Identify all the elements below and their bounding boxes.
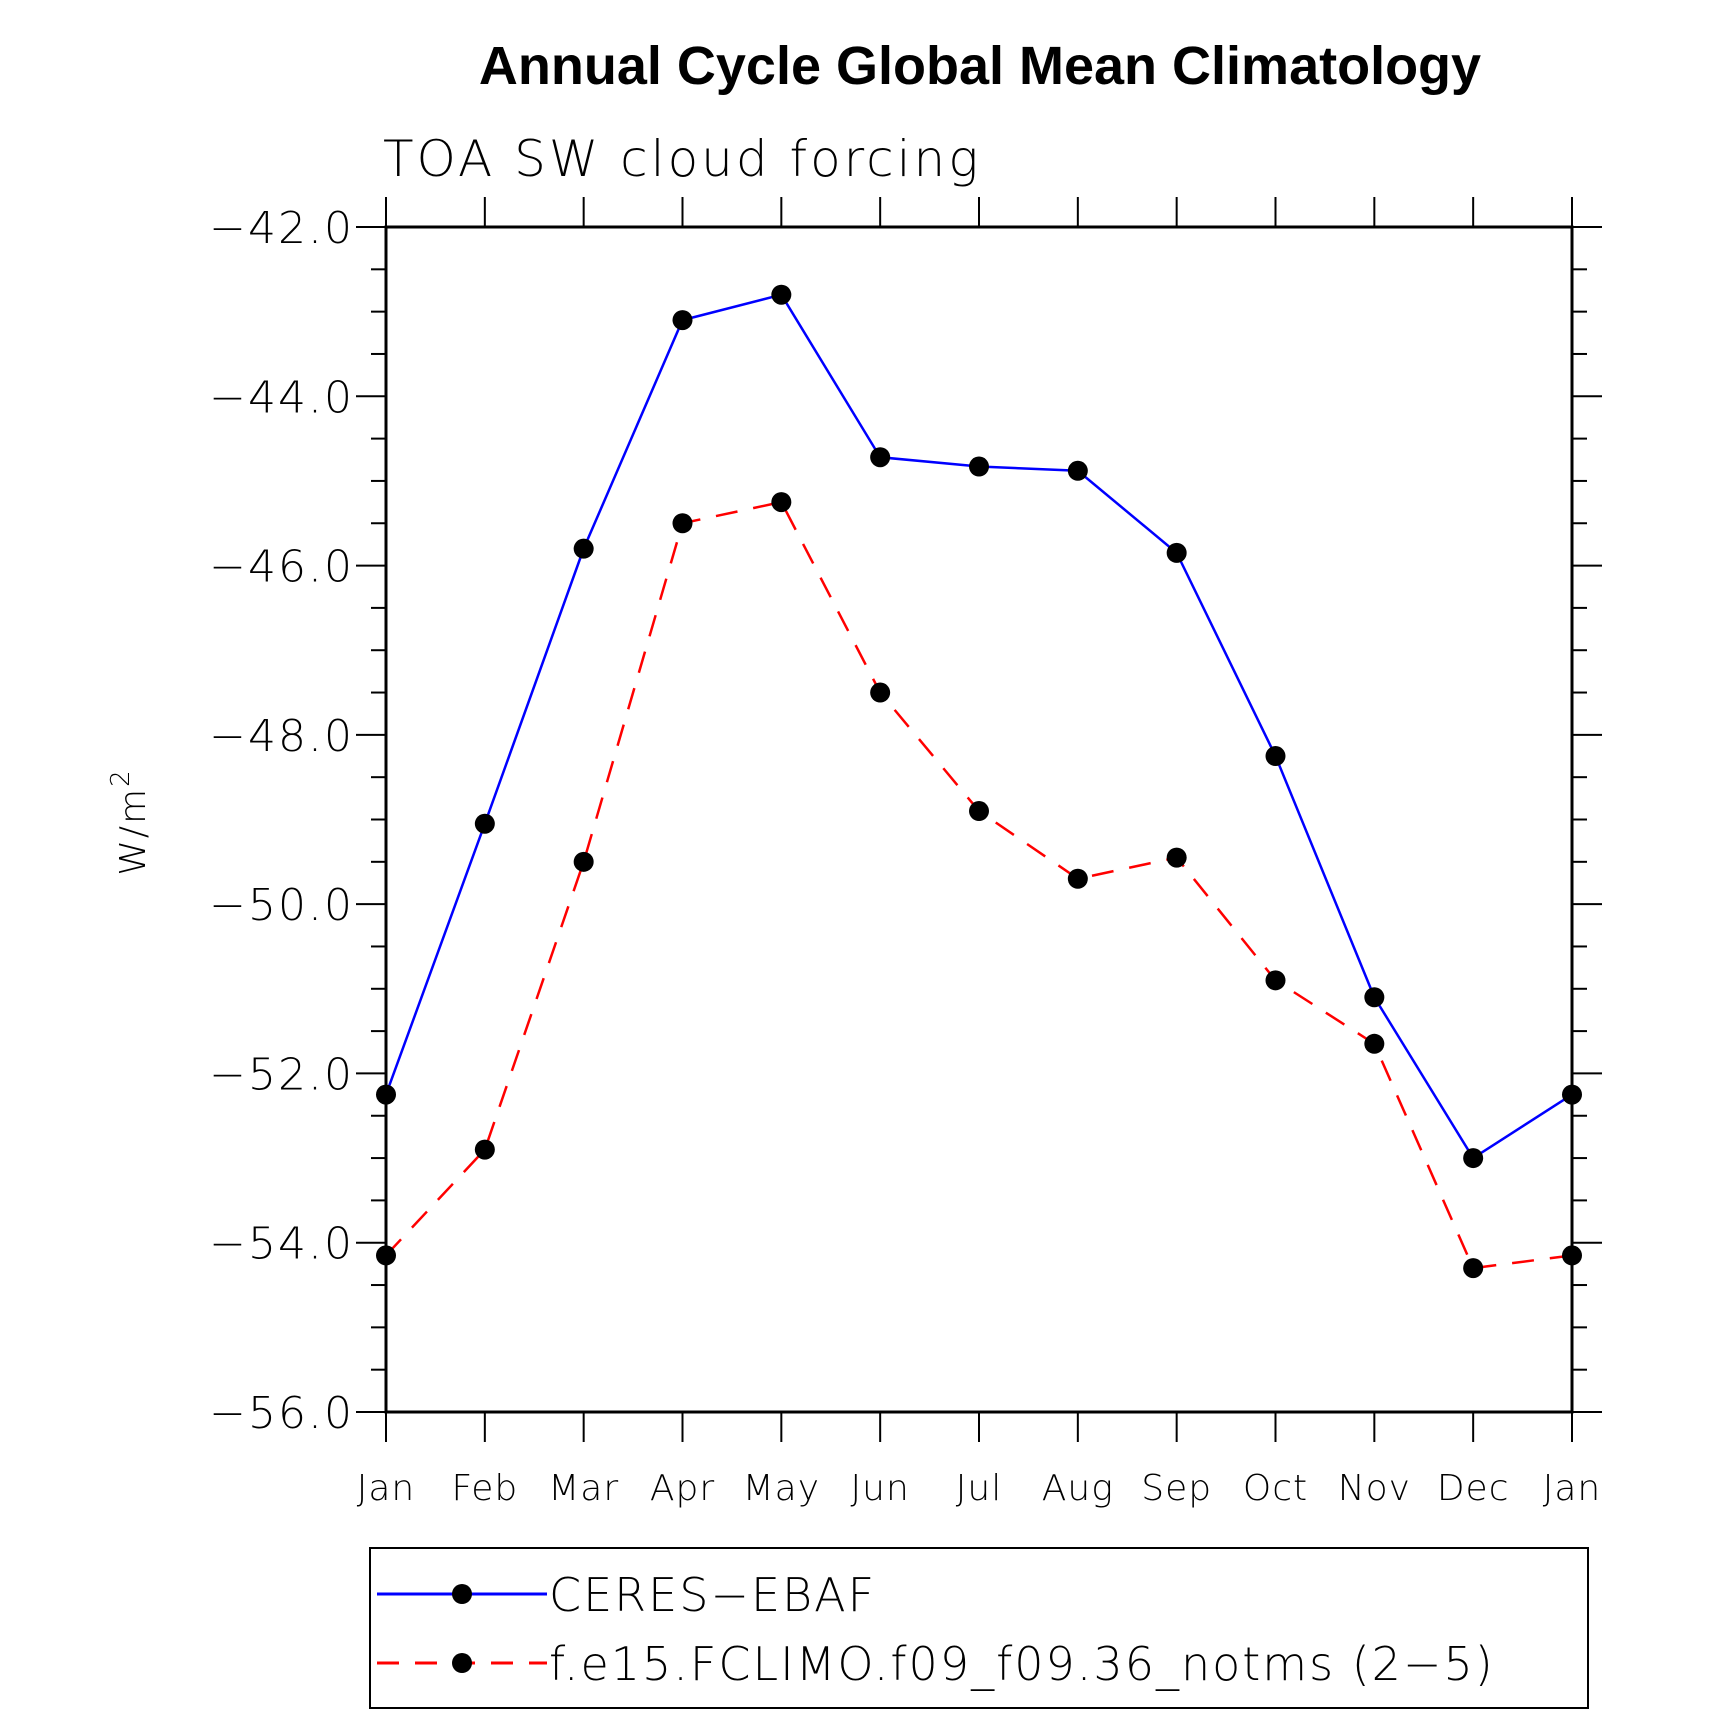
x-tick-label: Mar <box>548 1468 619 1509</box>
series-0-point <box>672 310 693 331</box>
series-1-point <box>1463 1258 1484 1279</box>
series-0-point <box>771 284 792 305</box>
series-0-point <box>1364 987 1385 1008</box>
series-1-point <box>1364 1033 1385 1054</box>
y-tick-label: −50.0 <box>209 880 354 931</box>
y-axis-label-superscript: 2 <box>106 768 136 787</box>
series-1-point <box>1166 847 1187 868</box>
chart-title: Annual Cycle Global Mean Climatology <box>479 36 1481 96</box>
series-0-point <box>474 813 495 834</box>
series-1-point <box>870 682 891 703</box>
series-0-point <box>1166 542 1187 563</box>
y-axis-ticks <box>356 226 1602 1413</box>
series-layer <box>376 284 1582 1279</box>
y-tick-label: −52.0 <box>209 1049 354 1100</box>
series-1-point <box>672 513 693 534</box>
series-line-0 <box>384 293 1573 1160</box>
x-tick-label: Oct <box>1243 1468 1308 1509</box>
series-1-point <box>969 801 989 822</box>
x-tick-label: Jun <box>851 1468 910 1509</box>
legend-marker-ceres-ebaf <box>452 1584 472 1604</box>
legend-marker-model <box>452 1653 472 1673</box>
x-tick-label: Apr <box>650 1468 715 1509</box>
series-0-point <box>1265 746 1286 767</box>
legend-label-model: f.e15.FCLIMO.f09_f09.36_notms (2−5) <box>549 1637 1495 1691</box>
y-tick-label: −48.0 <box>209 711 354 762</box>
y-tick-label: −46.0 <box>209 542 354 593</box>
legend-box <box>369 1547 1589 1709</box>
x-axis-ticks <box>385 197 1573 1442</box>
legend: CERES−EBAF f.e15.FCLIMO.f09_f09.36_notms… <box>369 1547 1589 1709</box>
y-tick-label: −42.0 <box>209 203 354 254</box>
y-axis-tick-labels: −42.0 −44.0 −46.0 −48.0 −50.0 −52.0 −54.0 −56.0 <box>209 203 354 1439</box>
x-tick-label: Feb <box>451 1468 518 1509</box>
series-1-point <box>771 492 792 513</box>
x-tick-label: Dec <box>1437 1468 1510 1509</box>
series-0-point <box>969 456 989 477</box>
series-0-point <box>573 538 594 559</box>
series-0-point <box>1067 460 1088 481</box>
series-line-1 <box>385 500 1573 1270</box>
y-tick-label: −56.0 <box>209 1388 354 1439</box>
x-tick-label: Jan <box>357 1468 416 1509</box>
y-tick-label: −54.0 <box>209 1219 354 1270</box>
series-1-point <box>474 1139 495 1160</box>
series-1-point <box>1265 970 1286 991</box>
y-axis-label-text: W/m <box>113 787 154 876</box>
x-tick-label: May <box>743 1468 820 1509</box>
x-tick-label: Aug <box>1042 1468 1114 1509</box>
series-0-point <box>1463 1148 1484 1169</box>
x-tick-label: Jan <box>1543 1468 1602 1509</box>
x-tick-label: Sep <box>1141 1468 1212 1509</box>
chart-subtitle: TOA SW cloud forcing <box>383 130 981 188</box>
x-tick-label: Jul <box>956 1468 1002 1509</box>
series-0-point <box>870 447 891 468</box>
series-1-point <box>1067 868 1088 889</box>
x-axis-tick-labels: Jan Feb Mar Apr May Jun Jul Aug Sep Oct Nov Dec Jan <box>357 1468 1602 1509</box>
y-axis-label: W/m2 <box>106 768 154 875</box>
series-1-point <box>573 851 594 872</box>
legend-label-ceres-ebaf: CERES−EBAF <box>549 1568 876 1622</box>
plot-frame <box>384 225 1574 1414</box>
y-tick-label: −44.0 <box>209 372 354 423</box>
x-tick-label: Nov <box>1338 1468 1411 1509</box>
